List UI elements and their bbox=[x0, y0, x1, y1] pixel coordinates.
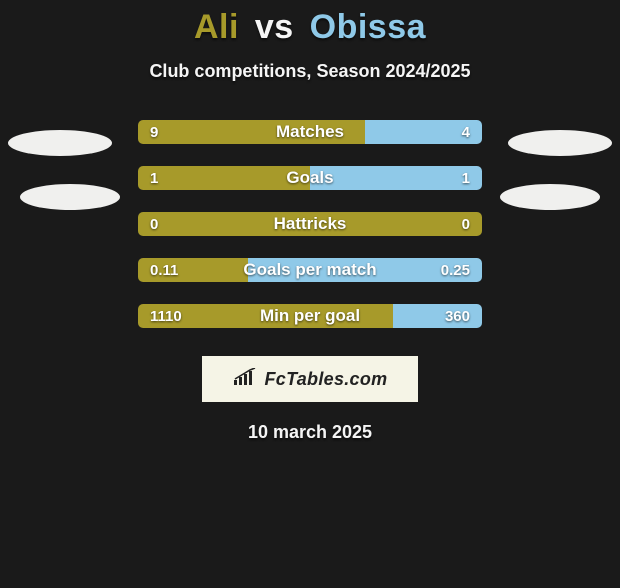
player1-badge-oval-2 bbox=[20, 184, 120, 210]
title-player2: Obissa bbox=[310, 8, 426, 46]
player1-badge-oval bbox=[8, 130, 112, 156]
bar-segment-left bbox=[138, 212, 482, 236]
bar-row: 0.110.25Goals per match bbox=[138, 258, 482, 282]
bar-row: 00Hattricks bbox=[138, 212, 482, 236]
player2-badge-oval-2 bbox=[500, 184, 600, 210]
title-player1: Ali bbox=[194, 8, 239, 46]
bar-segment-left bbox=[138, 304, 393, 328]
branding-badge: FcTables.com bbox=[202, 356, 418, 402]
bar-segment-left bbox=[138, 166, 310, 190]
bar-segment-left bbox=[138, 258, 248, 282]
bar-row: 94Matches bbox=[138, 120, 482, 144]
bar-segment-left bbox=[138, 120, 365, 144]
bar-segment-right bbox=[393, 304, 482, 328]
player2-badge-oval bbox=[508, 130, 612, 156]
bar-segment-right bbox=[248, 258, 482, 282]
title-vs: vs bbox=[255, 8, 294, 46]
bar-segment-right bbox=[365, 120, 482, 144]
bar-row: 11Goals bbox=[138, 166, 482, 190]
bar-chart-icon bbox=[233, 368, 259, 391]
comparison-chart: 94Matches 11Goals 00Hattricks 0.110.25Goals… bbox=[0, 120, 620, 344]
page-title: Ali vs Obissa bbox=[0, 8, 620, 47]
branding-text: FcTables.com bbox=[265, 369, 388, 390]
subtitle: Club competitions, Season 2024/2025 bbox=[0, 61, 620, 82]
bars-container: 94Matches 11Goals 00Hattricks 0.110.25Goals… bbox=[138, 120, 482, 350]
footer-date: 10 march 2025 bbox=[0, 422, 620, 443]
bar-row: 1110360Min per goal bbox=[138, 304, 482, 328]
bar-segment-right bbox=[310, 166, 482, 190]
